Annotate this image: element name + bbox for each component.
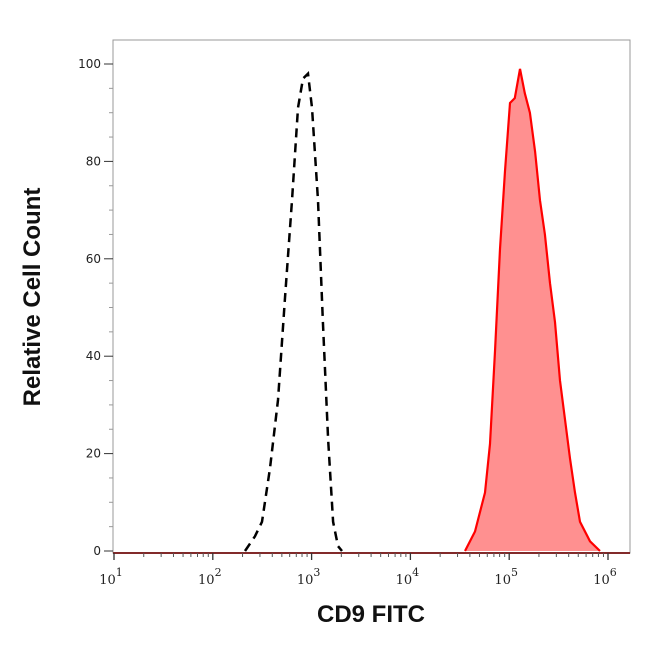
x-tick-label: 102 (198, 566, 222, 588)
x-tick-label: 104 (396, 566, 420, 588)
x-tick-label: 101 (99, 566, 123, 588)
x-axis-title: CD9 FITC (317, 601, 425, 628)
x-tick-label: 106 (593, 566, 617, 588)
y-tick-label: 60 (86, 252, 101, 266)
y-tick-label: 0 (93, 544, 101, 558)
y-tick-label: 80 (86, 154, 101, 168)
x-tick-label: 105 (494, 566, 518, 588)
y-tick-label: 40 (86, 349, 101, 363)
y-tick-label: 20 (86, 447, 101, 461)
series-line-1 (464, 68, 601, 552)
y-axis-title: Relative Cell Count (19, 188, 46, 407)
y-tick-label: 100 (78, 57, 101, 71)
x-tick-label: 103 (297, 566, 321, 588)
